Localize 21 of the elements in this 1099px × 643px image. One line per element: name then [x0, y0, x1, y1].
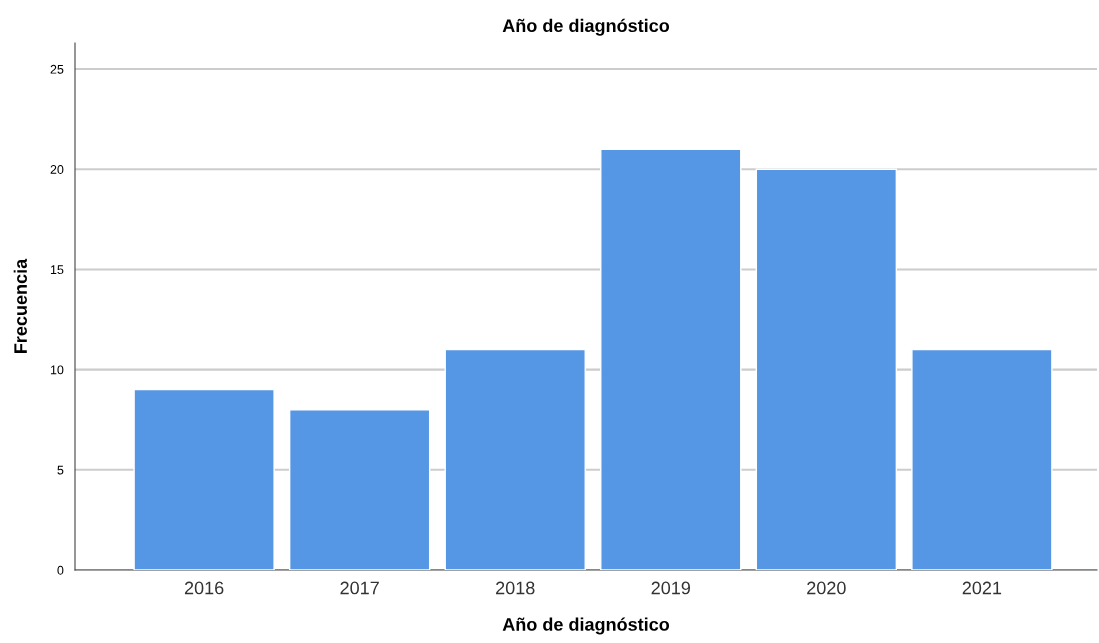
x-tick-label: 2019 [651, 581, 691, 595]
bar [133, 388, 275, 570]
x-axis-title: Año de diagnóstico [502, 617, 670, 635]
x-tick-label: 2021 [962, 581, 1002, 595]
bar [288, 409, 431, 570]
y-tick-label: 10 [50, 365, 64, 375]
bar [755, 168, 898, 570]
x-tick-label: 2016 [184, 581, 224, 595]
chart-title: Año de diagnóstico [502, 18, 670, 36]
y-tick-label: 25 [50, 64, 64, 74]
x-tick-label: 2018 [496, 581, 535, 595]
y-tick-label: 20 [50, 165, 64, 174]
x-tick-label: 2020 [807, 581, 846, 595]
bar [911, 348, 1053, 570]
y-axis-title: Frecuencia [13, 258, 27, 353]
y-tick-label: 0 [57, 565, 64, 575]
y-tick-label: 5 [57, 465, 64, 475]
x-tick-label: 2017 [340, 581, 379, 595]
bar [444, 348, 586, 570]
y-tick-label: 15 [50, 265, 64, 275]
bar [600, 148, 742, 570]
